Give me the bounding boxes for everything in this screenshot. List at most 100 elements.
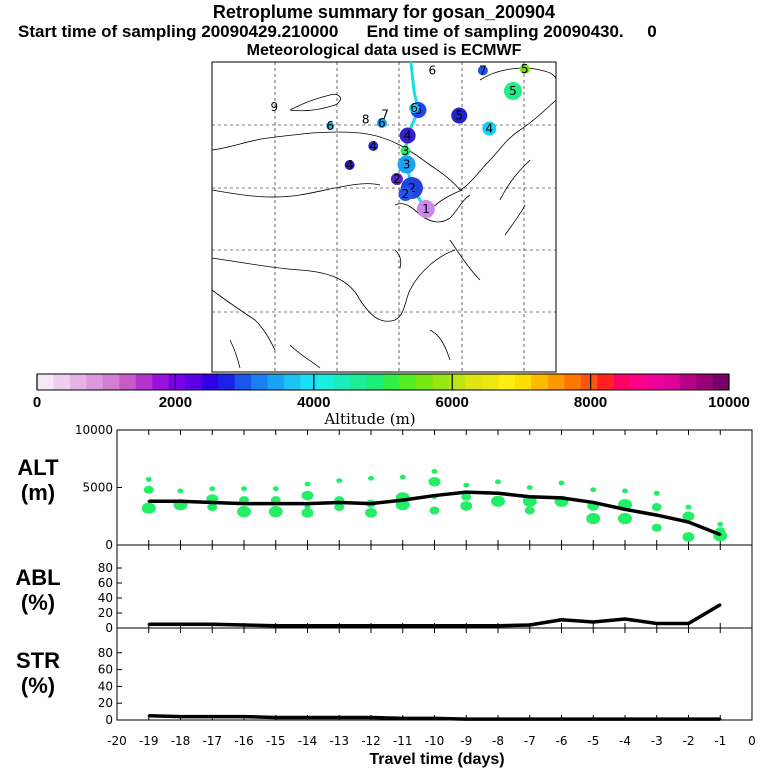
y-tick-label: 60: [98, 663, 113, 677]
colorbar-swatch: [696, 374, 713, 390]
colorbar-tick-label: 6000: [436, 394, 469, 411]
y-tick-label: 20: [98, 606, 113, 620]
x-tick-label: -13: [329, 734, 349, 748]
colorbar-tick-label: 0: [33, 394, 41, 411]
map-marker: [482, 121, 497, 136]
y-tick-label: 40: [98, 679, 113, 693]
y-tick-label: 0: [105, 621, 113, 635]
series-point: [274, 624, 277, 627]
altitude-cluster-dot: [495, 479, 501, 485]
x-tick-label: -11: [393, 734, 413, 748]
altitude-cluster-dot: [145, 477, 152, 482]
colorbar-swatch: [564, 374, 582, 390]
map-marker-label: 2: [402, 187, 410, 201]
map-marker: [398, 187, 413, 201]
colorbar-swatch: [415, 374, 433, 390]
altitude-cluster-dot: [460, 501, 473, 511]
colorbar-swatch: [350, 374, 367, 390]
series-point: [719, 717, 722, 721]
colorbar-swatch: [383, 374, 400, 390]
panel-unit-abl: (%): [21, 590, 55, 615]
x-tick-label: -20: [107, 734, 127, 748]
series-point: [338, 624, 341, 627]
series-point: [687, 520, 690, 524]
map-marker-label: 2: [393, 172, 401, 186]
trajectory-map: 1222334444555566667789: [211, 61, 557, 373]
series-point: [592, 501, 595, 504]
altitude-cluster-dot: [237, 506, 251, 518]
altitude-cluster-dot: [428, 476, 441, 487]
colorbar-swatch: [135, 374, 153, 390]
x-tick-label: -4: [619, 734, 631, 748]
colorbar-swatch: [531, 374, 549, 390]
series-point: [687, 622, 690, 625]
colorbar-swatch: [465, 374, 483, 390]
altitude-cluster-dot: [590, 487, 597, 493]
series-point: [465, 490, 468, 494]
colorbar-swatch: [234, 374, 252, 390]
altitude-cluster-dot: [429, 506, 440, 515]
colorbar-swatch: [333, 374, 351, 390]
series-point: [560, 496, 563, 500]
colorbar-swatch: [267, 374, 285, 390]
x-tick-label: -3: [651, 734, 663, 748]
altitude-cluster-dot: [651, 523, 662, 532]
x-tick-label: -12: [361, 734, 381, 748]
y-tick-label: 80: [98, 561, 113, 575]
map-marker: [399, 127, 416, 144]
series-point: [687, 717, 690, 721]
series-point: [147, 500, 150, 503]
altitude-cluster-dot: [586, 512, 601, 525]
x-tick-label: 0: [748, 734, 756, 748]
series-point: [338, 501, 341, 504]
colorbar-swatch: [37, 374, 54, 390]
sampling-time-line: Start time of sampling 20090429.210000 E…: [18, 22, 657, 41]
colorbar-swatch: [432, 374, 450, 390]
series-point: [369, 624, 373, 627]
panel-unit-str: (%): [21, 673, 55, 698]
series-point: [623, 508, 627, 511]
x-tick-label: -9: [460, 734, 472, 748]
series-point: [306, 502, 309, 505]
colorbar-swatch: [168, 374, 186, 390]
colorbar-swatch: [86, 374, 104, 390]
map-marker-label: 6: [378, 116, 386, 130]
y-tick-label: 0: [105, 713, 113, 727]
map-marker-label: 3: [402, 144, 410, 158]
map-marker: [477, 65, 488, 76]
map-marker-label: 9: [271, 100, 279, 114]
series-point: [179, 623, 182, 626]
series-point: [242, 623, 246, 627]
colorbar-swatch: [284, 374, 301, 390]
map-marker-label: 6: [326, 119, 334, 133]
altitude-cluster-dot: [682, 532, 695, 542]
colorbar-swatch: [152, 374, 170, 390]
map-marker-label: 1: [422, 202, 430, 216]
series-point: [179, 500, 182, 503]
y-tick-label: 10000: [75, 423, 113, 437]
series-point: [147, 623, 150, 626]
series-point: [528, 623, 531, 627]
y-tick-label: 5000: [82, 481, 113, 495]
series-point: [465, 717, 468, 721]
colorbar-swatch: [317, 374, 334, 390]
series-point: [147, 714, 150, 717]
map-marker-label: 5: [455, 109, 463, 123]
y-tick-label: 40: [98, 591, 113, 605]
series-point: [496, 717, 500, 721]
series-point: [528, 717, 531, 721]
colorbar-swatch: [547, 374, 565, 390]
map-marker-label: 6: [429, 64, 437, 78]
series-point: [719, 533, 722, 536]
y-tick-label: 60: [98, 576, 113, 590]
colorbar-swatch: [102, 374, 120, 390]
x-tick-label: -7: [524, 734, 536, 748]
map-marker-label: 3: [403, 158, 411, 172]
series-point: [433, 717, 436, 720]
altitude-cluster-dot: [304, 481, 311, 487]
series-point: [306, 716, 309, 719]
series-point: [592, 620, 595, 624]
x-tick-label: -5: [587, 734, 599, 748]
map-marker: [519, 64, 530, 74]
map-marker-label: 7: [479, 64, 487, 78]
